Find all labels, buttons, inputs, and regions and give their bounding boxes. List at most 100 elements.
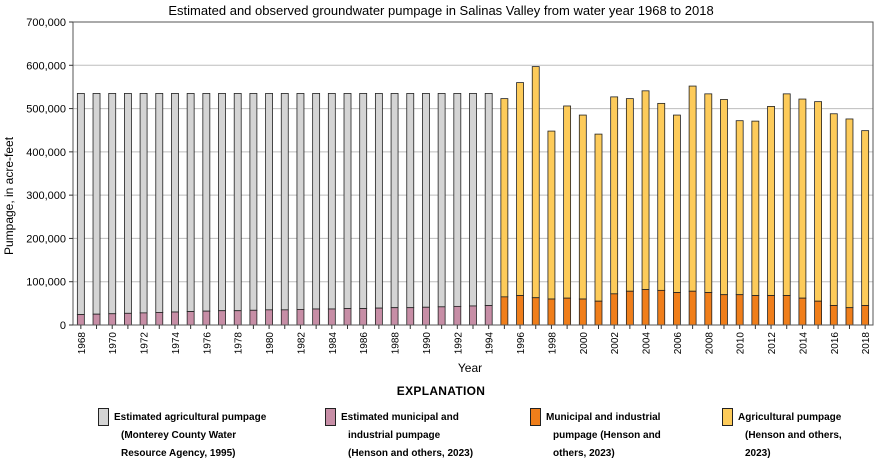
legend-text: industrial pumpage — [348, 430, 441, 441]
legend-text: others, 2023) — [553, 448, 615, 459]
bar-agricultural-2009 — [720, 99, 728, 296]
x-tick-label: 1968 — [77, 332, 88, 355]
bar-municipal-2011 — [751, 295, 760, 326]
bar-est-agricultural-1986 — [359, 93, 368, 309]
x-tick-label: 1994 — [485, 332, 496, 355]
x-tick-label: 1974 — [171, 332, 182, 355]
bar-est-municipal-1969 — [92, 313, 101, 326]
legend-heading: EXPLANATION — [396, 384, 486, 398]
bar-est-municipal-1986 — [359, 308, 368, 326]
bar-est-agricultural-1982 — [296, 93, 305, 310]
bar-est-municipal-1971 — [124, 312, 132, 326]
x-tick-label: 2016 — [830, 332, 841, 355]
bar-agricultural-1998 — [547, 130, 556, 300]
bar-agricultural-2016 — [829, 113, 838, 306]
bar-agricultural-1997 — [531, 66, 540, 299]
x-tick-label: 1972 — [140, 332, 151, 355]
legend-text: 2023) — [745, 448, 771, 459]
legend-swatch — [530, 408, 541, 426]
x-tick-label: 2004 — [642, 332, 653, 355]
x-tick-label: 2002 — [610, 332, 621, 355]
bar-est-municipal-1970 — [108, 313, 117, 326]
bar-municipal-2013 — [782, 295, 791, 326]
bar-est-agricultural-1992 — [453, 93, 462, 307]
bar-est-agricultural-1973 — [155, 93, 164, 313]
bar-est-municipal-1975 — [186, 311, 195, 326]
bar-municipal-2003 — [625, 290, 634, 326]
bar-est-agricultural-1974 — [171, 93, 179, 313]
y-axis-label: Pumpage, in acre-feet — [2, 136, 16, 255]
bar-municipal-2006 — [673, 292, 681, 326]
bar-agricultural-2015 — [814, 101, 822, 302]
x-tick-label: 1996 — [516, 332, 527, 355]
bar-agricultural-2010 — [735, 120, 744, 296]
bar-est-municipal-1973 — [155, 312, 164, 326]
bar-agricultural-1995 — [500, 98, 509, 298]
y-tick-label: 600,000 — [26, 60, 66, 72]
bar-est-municipal-1972 — [139, 312, 148, 326]
bar-municipal-2014 — [798, 297, 807, 326]
bar-est-agricultural-1975 — [186, 93, 195, 312]
bar-est-agricultural-1987 — [374, 93, 383, 309]
y-axis-ticks: 0 100,000 200,000 300,000 400,000 500,000 600,… — [26, 17, 73, 332]
bar-est-municipal-1991 — [437, 306, 446, 326]
bar-est-municipal-1977 — [218, 310, 226, 326]
bar-est-municipal-1994 — [484, 305, 493, 326]
x-tick-label: 2006 — [673, 332, 684, 355]
legend-text: (Monterey County Water — [121, 430, 237, 441]
bar-municipal-2001 — [594, 300, 603, 326]
bar-agricultural-2017 — [845, 118, 854, 309]
legend-text: Agricultural pumpage — [738, 412, 842, 423]
legend-text: Resource Agency, 1995) — [121, 448, 236, 459]
bar-est-agricultural-1980 — [265, 93, 273, 311]
bar-municipal-2007 — [688, 290, 697, 326]
bar-est-municipal-1968 — [76, 314, 85, 326]
x-tick-label: 1990 — [422, 332, 433, 355]
bar-est-agricultural-1969 — [92, 93, 101, 315]
bar-municipal-1996 — [516, 295, 524, 326]
bar-agricultural-2006 — [673, 114, 681, 293]
bar-agricultural-2014 — [798, 98, 807, 299]
legend-swatch — [325, 408, 336, 426]
bar-municipal-1998 — [547, 298, 556, 326]
bar-municipal-2005 — [657, 289, 666, 326]
x-tick-label: 1970 — [108, 332, 119, 355]
legend-text: (Henson and others, 2023) — [348, 448, 474, 459]
bar-est-agricultural-1968 — [76, 93, 85, 316]
chart-title: Estimated and observed groundwater pumpa… — [168, 3, 714, 18]
bar-municipal-2016 — [829, 305, 838, 326]
x-tick-label: 1986 — [359, 332, 370, 355]
bar-est-agricultural-1993 — [469, 93, 477, 307]
bar-est-agricultural-1988 — [390, 93, 399, 309]
bar-agricultural-2005 — [657, 102, 666, 291]
bar-est-municipal-1976 — [202, 310, 211, 326]
bar-municipal-1999 — [563, 297, 572, 326]
legend-text: Estimated agricultural pumpage — [114, 412, 267, 423]
y-tick-label: 100,000 — [26, 277, 66, 289]
bar-municipal-1995 — [500, 296, 509, 326]
bar-agricultural-2002 — [610, 96, 619, 295]
bar-agricultural-1999 — [563, 105, 572, 299]
bar-est-agricultural-1985 — [343, 93, 352, 309]
bar-agricultural-2011 — [751, 120, 760, 296]
bar-municipal-2010 — [735, 294, 744, 326]
bar-est-agricultural-1990 — [422, 93, 430, 308]
bar-agricultural-2003 — [625, 98, 634, 292]
bar-agricultural-2013 — [782, 93, 791, 296]
bar-agricultural-2008 — [704, 93, 713, 293]
bars — [76, 66, 870, 326]
x-tick-label: 2008 — [704, 332, 715, 355]
bar-est-municipal-1979 — [249, 309, 258, 326]
bar-municipal-2018 — [861, 305, 870, 326]
x-tick-label: 2010 — [736, 332, 747, 355]
x-tick-label: 2018 — [861, 332, 872, 355]
bar-est-agricultural-1970 — [108, 93, 117, 315]
bar-est-agricultural-1972 — [139, 93, 148, 314]
x-tick-label: 1998 — [547, 332, 558, 355]
bar-est-agricultural-1978 — [233, 93, 242, 312]
y-tick-label: 400,000 — [26, 147, 66, 159]
bar-municipal-2017 — [845, 307, 854, 326]
bar-est-municipal-1978 — [233, 310, 242, 326]
bar-est-municipal-1985 — [343, 308, 352, 326]
